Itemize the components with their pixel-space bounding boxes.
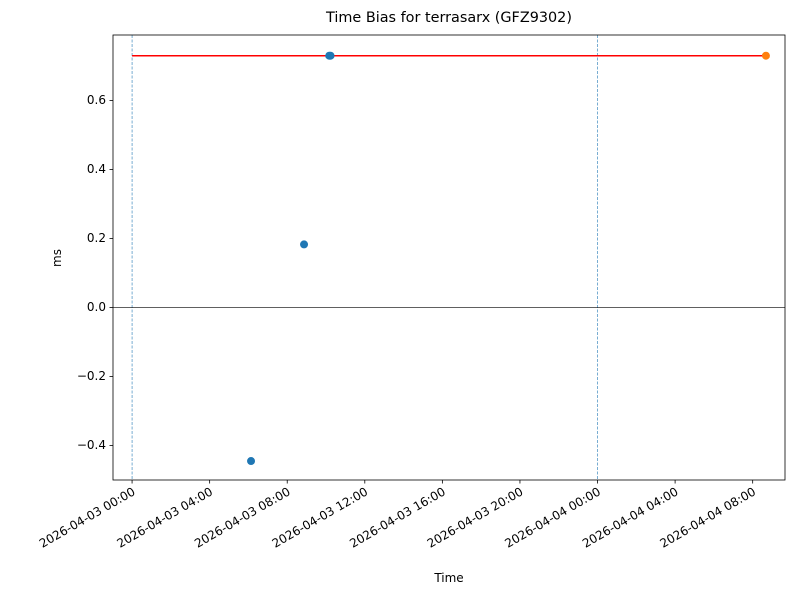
y-tick-label: 0.0 [87,300,106,314]
y-tick-label: 0.4 [87,162,106,176]
chart-title: Time Bias for terrasarx (GFZ9302) [325,10,572,26]
y-axis-label: ms [50,249,64,267]
y-tick-label: −0.2 [77,369,106,383]
y-tick-label: −0.4 [77,438,106,452]
point [247,457,256,466]
x-axis-label: Time [433,571,463,585]
y-tick-label: 0.2 [87,231,106,245]
point [326,51,335,60]
point [300,240,309,249]
plot-frame [112,34,786,481]
point [761,51,770,60]
y-tick-label: 0.6 [87,93,106,107]
